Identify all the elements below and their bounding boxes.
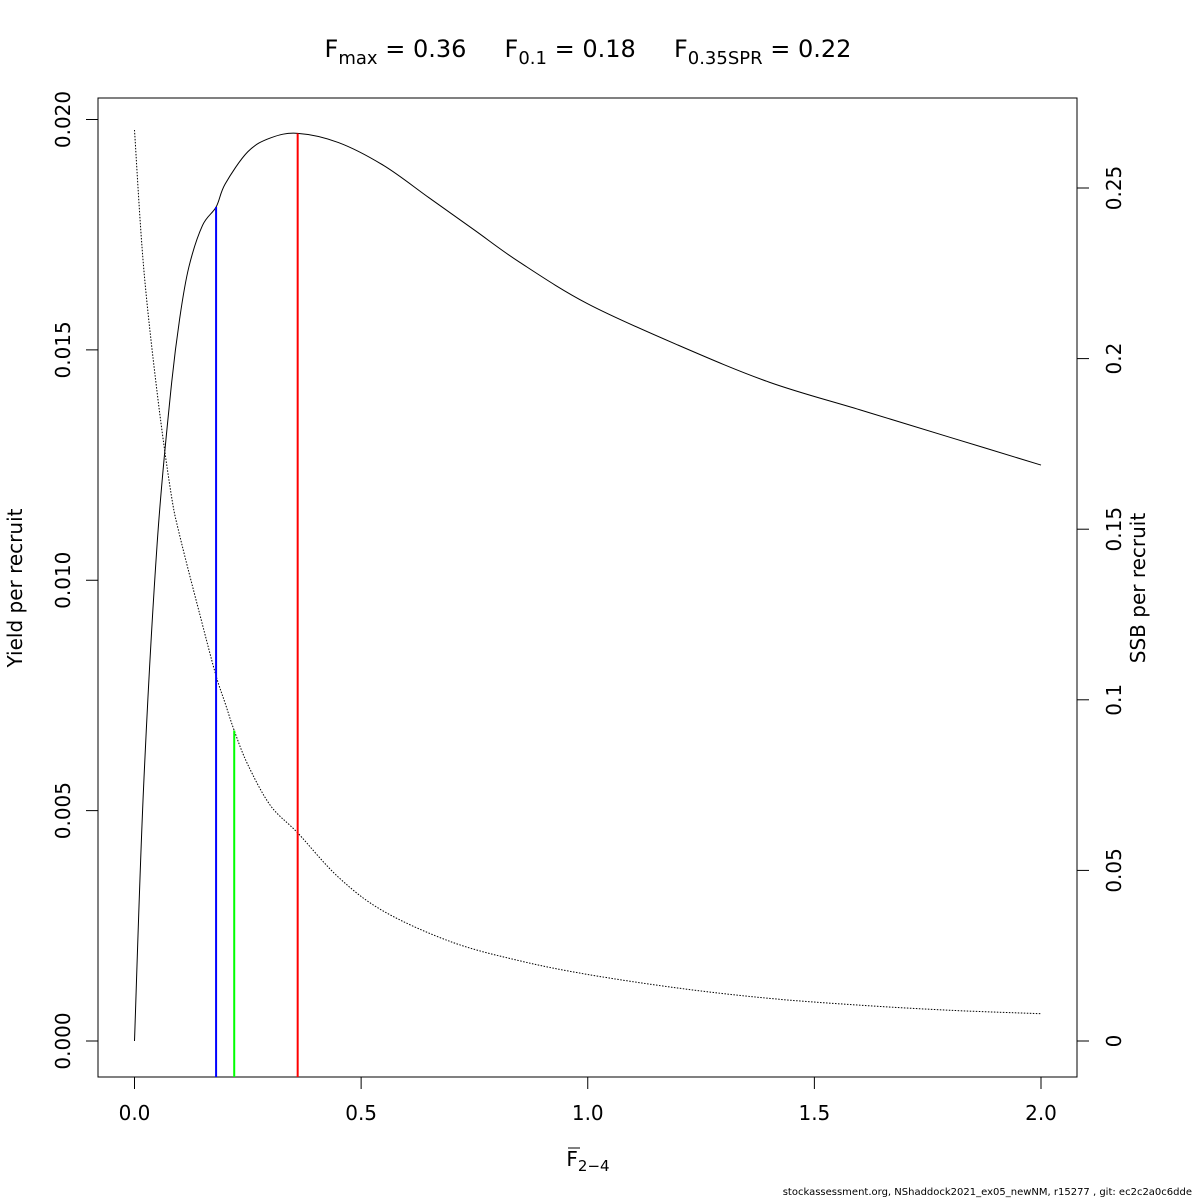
title-value: = 0.22 <box>763 35 852 63</box>
y-right-tick-label: 0.05 <box>1102 848 1126 893</box>
y-axis-right-label: SSB per recruit <box>1126 513 1150 664</box>
x-axis-label-text: F2−4 <box>566 1147 609 1175</box>
x-label-subscript: 2−4 <box>578 1157 610 1175</box>
x-label-symbol: F <box>566 1147 578 1171</box>
title-subscript: 0.1 <box>518 48 547 69</box>
y-right-tick-label: 0 <box>1102 1035 1126 1048</box>
x-tick-label: 1.5 <box>798 1101 830 1125</box>
title-symbol: F <box>466 35 518 63</box>
y-left-tick-label: 0.020 <box>51 91 75 148</box>
y-right-tick-label: 0.25 <box>1102 166 1126 211</box>
x-tick-label: 0.5 <box>345 1101 377 1125</box>
y-right-tick-label: 0.15 <box>1102 507 1126 552</box>
y-left-tick-label: 0.010 <box>51 552 75 609</box>
ssb-per-recruit-line <box>134 129 1042 1015</box>
x-tick-label: 2.0 <box>1025 1101 1057 1125</box>
x-axis: 0.0 0.5 1.0 1.5 2.0 <box>119 1076 1057 1125</box>
y-axis-left-label: Yield per recruit <box>3 508 27 668</box>
yield-per-recruit-line <box>134 132 1042 1042</box>
title-symbol: F <box>325 35 339 63</box>
y-right-tick-label: 0.2 <box>1102 343 1126 375</box>
chart-title: Fmax = 0.36 F0.1 = 0.18 F0.35SPR = 0.22 <box>325 35 852 69</box>
y-axis-left: 0.000 0.005 0.010 0.015 0.020 <box>51 91 99 1070</box>
y-left-tick-label: 0.015 <box>51 321 75 378</box>
title-subscript: 0.35SPR <box>688 48 763 69</box>
x-tick-label: 1.0 <box>572 1101 604 1125</box>
y-axis-right: 0 0.05 0.1 0.15 0.2 0.25 <box>1076 166 1126 1048</box>
reference-lines <box>215 133 299 1077</box>
title-subscript: max <box>338 48 378 69</box>
footer-note: stockassessment.org, NShaddock2021_ex05_… <box>782 1187 1192 1198</box>
y-right-tick-label: 0.1 <box>1102 684 1126 716</box>
title-value: = 0.18 <box>547 35 636 63</box>
title-text: Fmax = 0.36 F0.1 = 0.18 F0.35SPR = 0.22 <box>325 35 852 69</box>
plot-area <box>97 97 1078 1078</box>
y-left-tick-label: 0.000 <box>51 1012 75 1069</box>
y-left-tick-label: 0.005 <box>51 782 75 839</box>
title-symbol: F <box>636 35 688 63</box>
series-layer <box>134 129 1042 1042</box>
title-value: = 0.36 <box>378 35 467 63</box>
x-tick-label: 0.0 <box>119 1101 151 1125</box>
x-axis-label: F2−4 <box>566 1147 609 1175</box>
